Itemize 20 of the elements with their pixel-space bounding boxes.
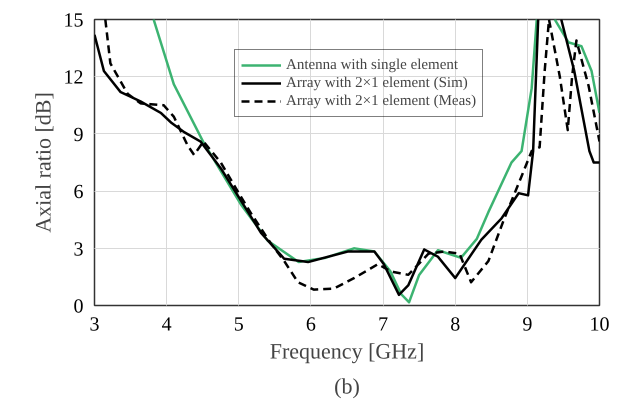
text: (b) — [334, 374, 360, 398]
legend-label: Array with 2×1 element (Meas) — [286, 92, 476, 110]
y-tick-label: 0 — [74, 296, 84, 318]
x-tick-label: 5 — [234, 314, 244, 336]
x-tick-label: 10 — [590, 314, 610, 336]
y-tick-label: 3 — [74, 238, 84, 260]
y-tick-label: 6 — [74, 181, 84, 204]
x-tick-label: 3 — [90, 314, 100, 336]
x-tick-label: 8 — [450, 314, 460, 336]
y-tick-label: 15 — [64, 10, 84, 32]
legend-label: Array with 2×1 element (Sim) — [286, 74, 468, 92]
x-tick-label: 4 — [162, 314, 172, 336]
x-tick-label: 6 — [306, 314, 316, 336]
x-tick-label: 9 — [522, 314, 532, 336]
legend-label: Antenna with single element — [286, 56, 458, 74]
x-axis-title: Frequency [GHz] — [270, 338, 424, 364]
x-tick-label: 7 — [378, 314, 388, 336]
y-tick-label: 9 — [74, 124, 84, 146]
y-axis-title: Axial ratio [dB] — [30, 92, 56, 233]
y-tick-label: 12 — [64, 66, 84, 89]
